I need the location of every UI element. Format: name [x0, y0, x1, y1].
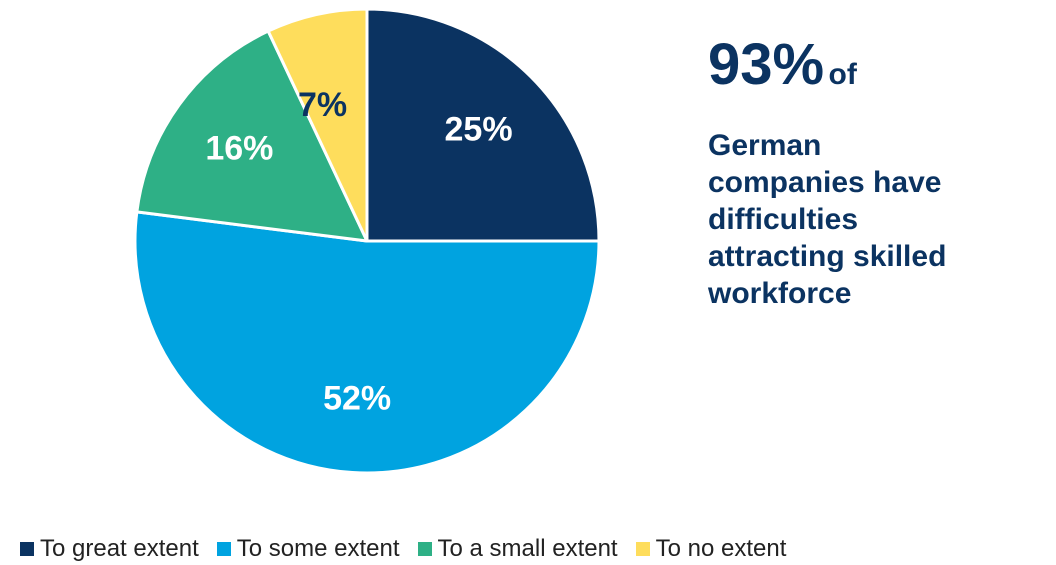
callout-line: companies have [708, 166, 942, 199]
legend-swatch [216, 542, 231, 556]
legend-label: To some extent [236, 535, 400, 562]
headline-callout: 93% of German companies have difficultie… [708, 30, 1048, 312]
legend-label: To great extent [40, 535, 199, 562]
callout-headline: 93% of [708, 30, 1048, 115]
legend-label: To a small extent [437, 535, 618, 562]
pie-slice [365, 7, 601, 243]
legend-swatch [20, 542, 34, 556]
legend: To great extent To some extent To a smal… [20, 533, 786, 565]
callout-of: of [828, 58, 857, 91]
legend-item: To some extent [216, 535, 400, 563]
legend-swatch [635, 542, 650, 556]
legend-item: To a small extent [417, 535, 618, 563]
legend-item: To great extent [20, 535, 199, 563]
slice-data-label: 52% [323, 379, 391, 417]
slice-data-label: 25% [445, 110, 513, 148]
pie-slice [133, 210, 601, 475]
pie-labels: 25% 52% 16% 7% [205, 86, 512, 417]
callout-line: difficulties [708, 203, 859, 236]
pie-slice [266, 7, 369, 243]
slice-data-label: 16% [205, 129, 273, 167]
pie-chart: 25% 52% 16% 7% [133, 7, 601, 475]
pie-slices [133, 7, 601, 475]
pie-slice [135, 29, 369, 243]
callout-line: attracting skilled [708, 240, 947, 273]
legend-item: To no extent [635, 535, 787, 563]
slice-data-label: 7% [298, 86, 347, 124]
callout-line: German [708, 129, 822, 162]
callout-body: German companies have difficulties attra… [708, 127, 1048, 312]
legend-swatch [417, 542, 432, 556]
callout-percentage: 93% [708, 32, 825, 97]
callout-line: workforce [708, 277, 852, 310]
legend-label: To no extent [655, 535, 787, 562]
